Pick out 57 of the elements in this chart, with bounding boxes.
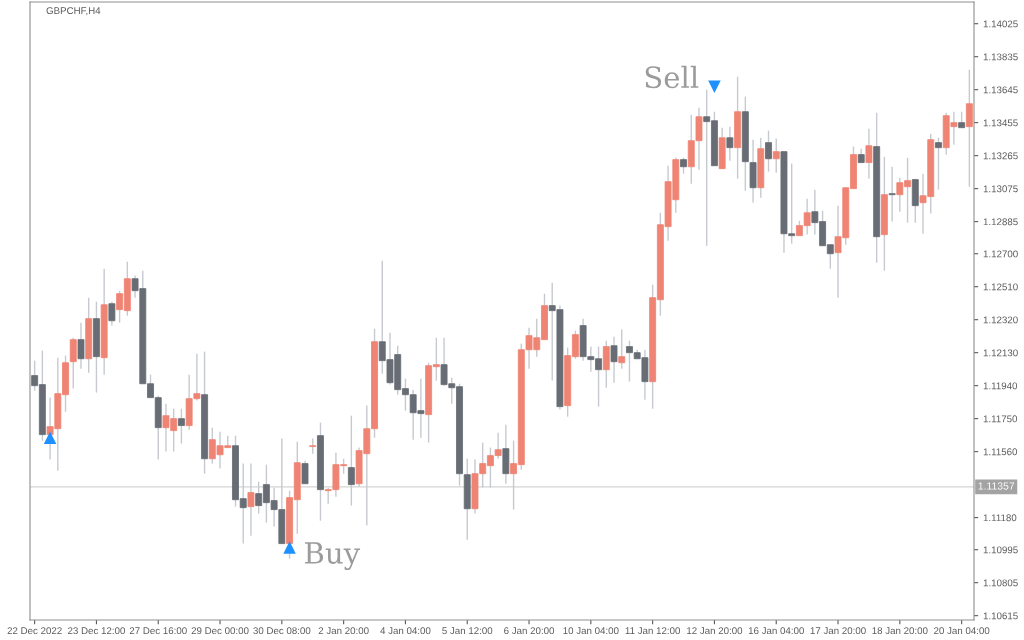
chart-title: GBPCHF,H4 — [46, 7, 101, 16]
y-tick-label: 1.10615 — [983, 612, 1018, 620]
ref-line-label: 1.11357 — [978, 482, 1015, 490]
candlestick — [347, 414, 355, 507]
candlestick — [618, 328, 626, 370]
candlestick — [765, 129, 772, 173]
series-label: Sell — [645, 65, 699, 89]
candlestick — [888, 166, 896, 223]
point — [43, 431, 57, 444]
y-tick-label: 1.13455 — [983, 119, 1018, 127]
y-tick-label: 1.12510 — [983, 283, 1018, 291]
point — [708, 80, 721, 93]
y-tick-label: 1.12320 — [983, 316, 1018, 324]
x-tick-label: 23 Dec 12:00 — [68, 627, 125, 635]
candlestick — [247, 462, 255, 537]
candlestick — [935, 137, 942, 191]
candlestick — [602, 339, 610, 389]
candlestick — [69, 337, 77, 390]
candlestick — [77, 321, 85, 370]
x-tick-label: 22 Dec 2022 — [7, 627, 62, 635]
y-tick-label: 1.11940 — [983, 382, 1018, 390]
x-tick-label: 30 Dec 08:00 — [253, 627, 311, 635]
x-tick-label: 2 Jan 20:00 — [318, 627, 369, 635]
x-tick-label: 5 Jan 12:00 — [442, 627, 493, 635]
x-tick-label: 16 Jan 04:00 — [748, 627, 804, 635]
series-label: Buy — [305, 542, 361, 571]
x-tick-label: 27 Dec 16:00 — [129, 627, 187, 635]
y-tick-label: 1.12130 — [983, 349, 1018, 357]
y-tick-label: 1.11180 — [983, 514, 1017, 522]
x-tick-label: 11 Jan 12:00 — [625, 627, 681, 635]
x-tick-label: 29 Dec 00:00 — [191, 627, 249, 635]
x-tick-label: 4 Jan 04:00 — [380, 627, 431, 635]
y-tick-label: 1.12885 — [983, 218, 1018, 226]
y-tick-label: 1.14025 — [983, 20, 1018, 28]
candlestick — [865, 128, 873, 180]
candlestick — [108, 300, 116, 327]
y-tick-label: 1.13835 — [983, 53, 1018, 61]
x-tick-label: 10 Jan 04:00 — [563, 627, 619, 635]
x-tick-label: 17 Jan 20:00 — [810, 627, 866, 635]
x-tick-label: 12 Jan 20:00 — [687, 627, 743, 635]
candlestick — [726, 125, 734, 162]
candlestick — [772, 137, 780, 174]
y-tick-label: 1.13645 — [983, 86, 1018, 94]
candlestick — [177, 408, 185, 445]
y-tick-label: 1.13075 — [983, 185, 1018, 193]
y-tick-label: 1.10995 — [983, 546, 1018, 554]
y-tick-label: 1.10805 — [983, 579, 1018, 587]
candlestick — [301, 459, 309, 485]
candlestick — [610, 335, 618, 384]
y-tick-label: 1.11750 — [983, 415, 1018, 423]
x-tick-label: 6 Jan 20:00 — [504, 627, 555, 635]
y-tick-label: 1.12700 — [983, 250, 1018, 258]
point — [283, 541, 296, 554]
x-tick-label: 20 Jan 04:00 — [934, 627, 990, 635]
y-tick-label: 1.13265 — [983, 152, 1018, 160]
y-tick-label: 1.11560 — [983, 448, 1018, 456]
x-tick-label: 18 Jan 20:00 — [872, 627, 928, 635]
